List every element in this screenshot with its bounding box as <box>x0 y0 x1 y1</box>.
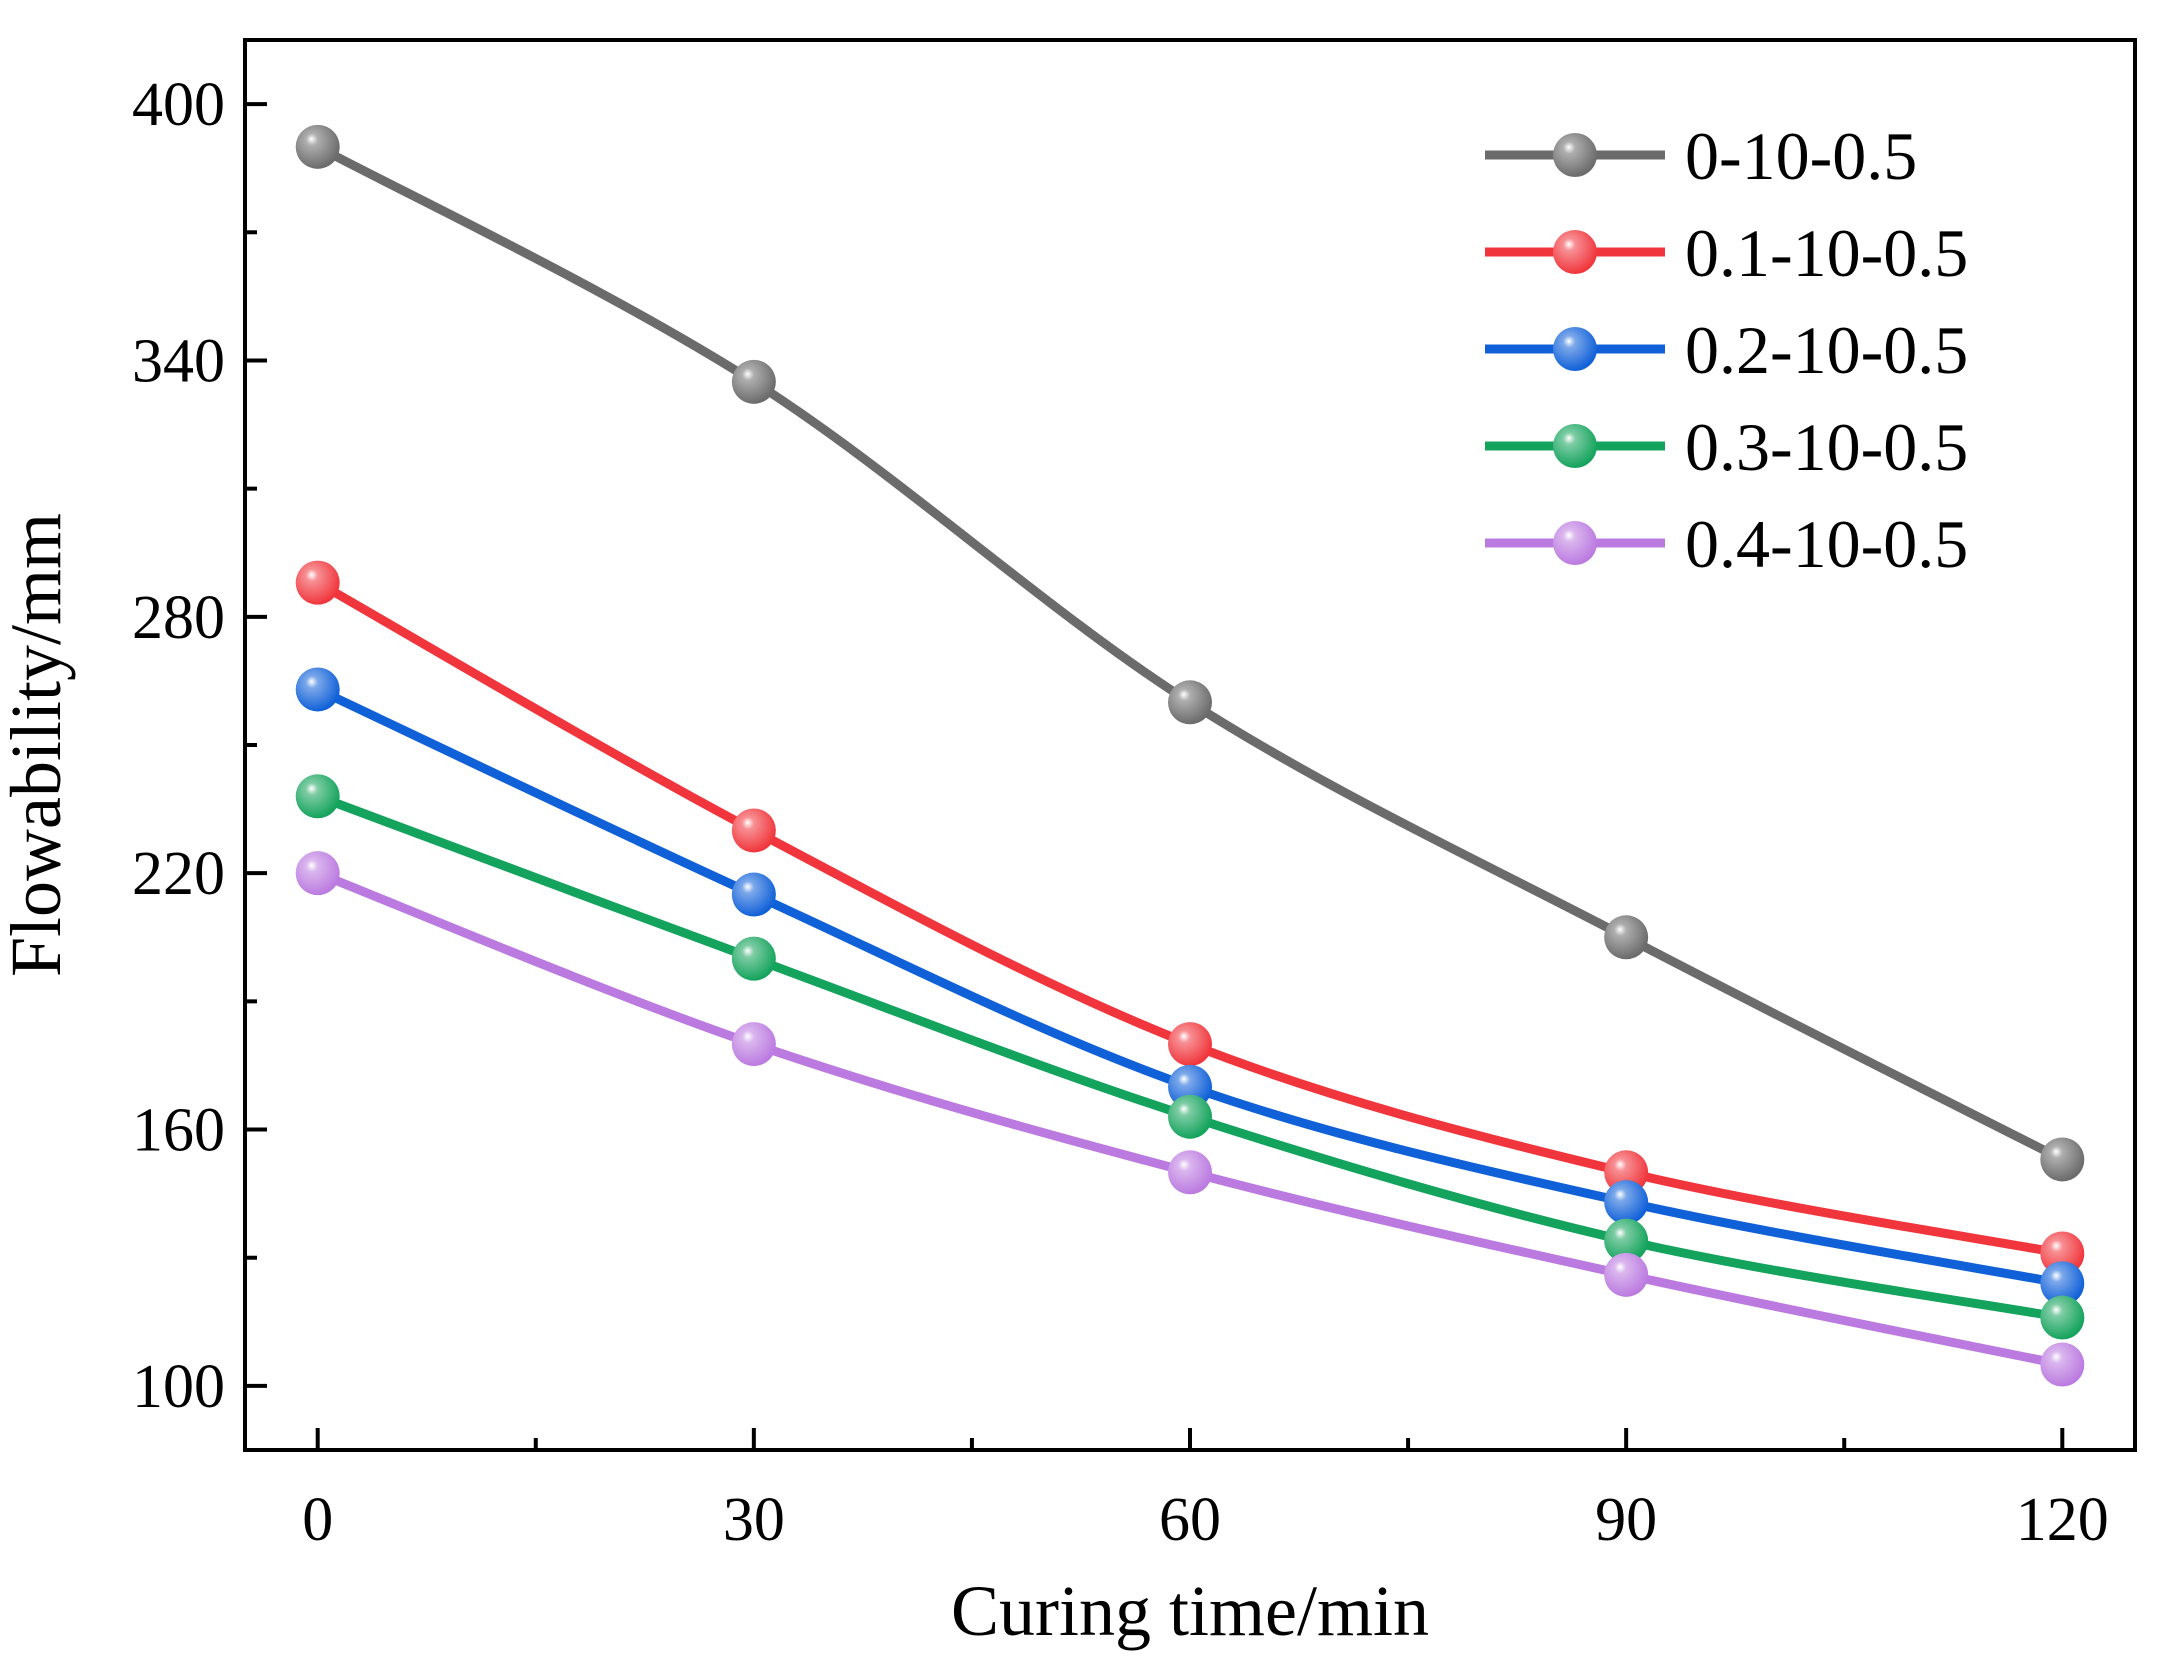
legend-swatch-marker <box>1553 133 1597 177</box>
x-tick-label: 60 <box>1159 1486 1221 1554</box>
series-0.2-10-0.5 <box>295 667 2085 1306</box>
series-0.4-10-0.5 <box>295 851 2085 1387</box>
data-point <box>1604 915 1649 960</box>
legend-swatch-marker <box>1553 230 1597 274</box>
data-point <box>295 667 340 712</box>
series-0.3-10-0.5 <box>295 774 2085 1340</box>
x-axis: 0 30 60 90 120 <box>302 1428 2109 1554</box>
data-point <box>731 936 776 981</box>
data-point <box>2040 1261 2085 1306</box>
series-layer <box>295 124 2085 1387</box>
y-tick-label: 280 <box>132 584 225 652</box>
data-point <box>1604 1180 1649 1225</box>
legend: 0-10-0.5 0.1-10-0.5 0.2-10-0.5 0.3-10-0.5 0.… <box>1485 118 1968 582</box>
data-point <box>1604 1252 1649 1297</box>
series-line <box>313 684 2067 1288</box>
data-point <box>1168 1150 1212 1195</box>
data-point <box>731 1022 776 1067</box>
y-axis: 100 160 220 280 340 400 <box>132 71 267 1421</box>
y-tick-label: 340 <box>132 327 225 395</box>
legend-swatch-marker <box>1553 424 1597 468</box>
legend-item: 0.4-10-0.5 <box>1485 506 1968 582</box>
y-tick-label: 220 <box>132 840 225 908</box>
legend-item: 0.3-10-0.5 <box>1485 409 1968 485</box>
data-point <box>2040 1295 2085 1340</box>
series-line <box>313 142 2067 1164</box>
data-point <box>1168 680 1212 725</box>
data-point <box>295 774 340 819</box>
legend-label: 0.2-10-0.5 <box>1685 312 1968 388</box>
x-tick-label: 0 <box>302 1486 333 1554</box>
data-point <box>295 851 340 896</box>
legend-swatch-marker <box>1553 327 1597 371</box>
legend-item: 0.2-10-0.5 <box>1485 312 1968 388</box>
data-point <box>1168 1022 1212 1067</box>
x-axis-title: Curing time/min <box>951 1571 1429 1651</box>
data-point <box>295 560 340 605</box>
y-tick-label: 100 <box>132 1353 225 1421</box>
x-tick-label: 90 <box>1595 1486 1657 1554</box>
x-tick-label: 30 <box>723 1486 785 1554</box>
legend-swatch-marker <box>1553 521 1597 565</box>
data-point <box>2040 1342 2085 1387</box>
data-point <box>1168 1094 1212 1139</box>
data-point <box>731 808 776 853</box>
y-axis-title: Flowability/mm <box>0 513 76 977</box>
legend-label: 0-10-0.5 <box>1685 118 1917 194</box>
x-tick-label: 120 <box>2016 1486 2109 1554</box>
legend-label: 0.4-10-0.5 <box>1685 506 1968 582</box>
y-tick-label: 400 <box>132 71 225 139</box>
legend-label: 0.1-10-0.5 <box>1685 215 1968 291</box>
legend-label: 0.3-10-0.5 <box>1685 409 1968 485</box>
data-point <box>2040 1137 2085 1182</box>
y-tick-label: 160 <box>132 1097 225 1165</box>
series-0-10-0.5 <box>295 124 2085 1182</box>
legend-item: 0.1-10-0.5 <box>1485 215 1968 291</box>
data-point <box>731 872 776 917</box>
data-point <box>731 359 776 404</box>
data-point <box>1604 1218 1649 1263</box>
legend-item: 0-10-0.5 <box>1485 118 1917 194</box>
data-point <box>295 124 340 169</box>
